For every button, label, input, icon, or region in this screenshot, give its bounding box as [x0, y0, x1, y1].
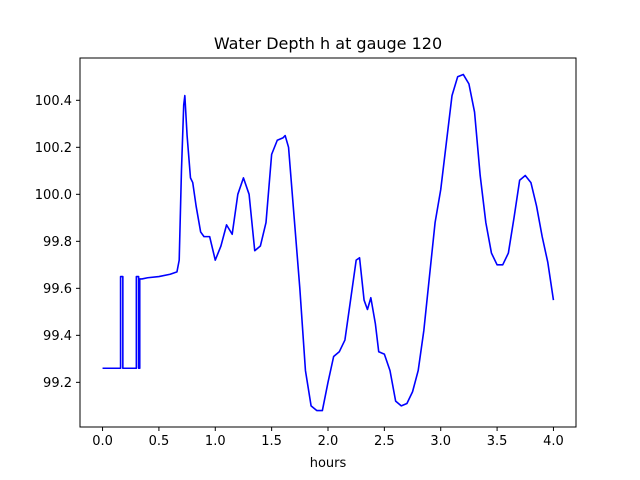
x-tick-label: 1.5 — [261, 434, 282, 449]
x-tick-label: 0.5 — [149, 434, 170, 449]
x-axis: 0.0 0.5 1.0 1.5 2.0 2.5 3.0 3.5 4.0 — [92, 427, 564, 449]
x-tick-label: 4.0 — [543, 434, 564, 449]
x-tick-label: 2.5 — [374, 434, 395, 449]
x-tick-label: 1.0 — [205, 434, 226, 449]
plot-area — [102, 73, 555, 412]
series-line-0 — [102, 73, 555, 412]
x-axis-label: hours — [310, 456, 347, 471]
y-tick-label: 99.8 — [43, 235, 72, 250]
y-tick-label: 100.2 — [35, 141, 72, 156]
y-axis: 99.2 99.4 99.6 99.8 100.0 100.2 100.4 — [35, 94, 80, 391]
x-tick-label: 3.0 — [430, 434, 451, 449]
x-tick-label: 0.0 — [92, 434, 113, 449]
y-tick-label: 99.4 — [43, 329, 72, 344]
y-tick-label: 99.2 — [43, 376, 72, 391]
x-tick-label: 3.5 — [487, 434, 508, 449]
chart-title: Water Depth h at gauge 120 — [214, 34, 442, 53]
y-tick-label: 99.6 — [43, 282, 72, 297]
x-tick-label: 2.0 — [318, 434, 339, 449]
y-tick-label: 100.0 — [35, 188, 72, 203]
y-tick-label: 100.4 — [35, 94, 72, 109]
